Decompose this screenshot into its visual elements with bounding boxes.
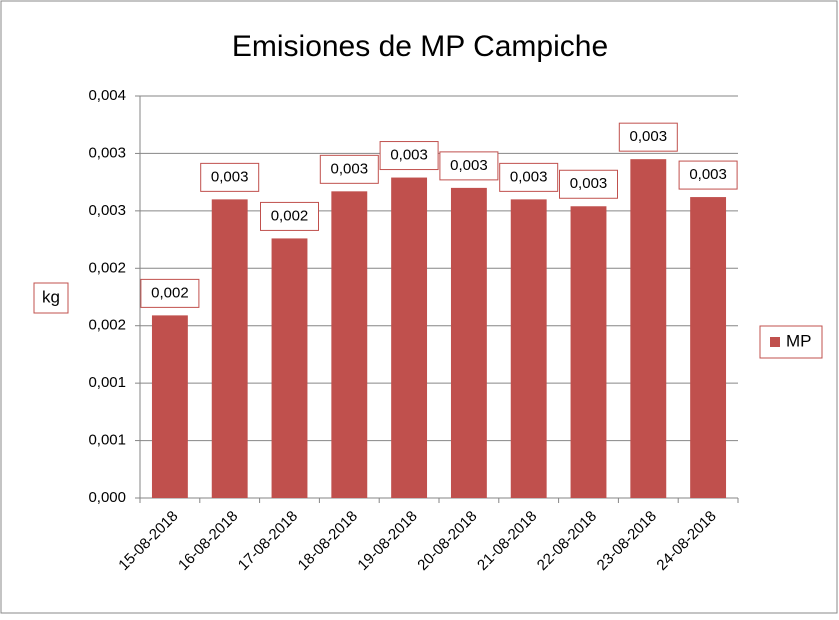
value-label-box bbox=[559, 169, 618, 199]
y-tick-label: 0,001 bbox=[88, 374, 126, 391]
value-label: 0,003 bbox=[630, 128, 668, 145]
bar bbox=[211, 199, 248, 498]
value-label-box bbox=[499, 162, 559, 192]
bar bbox=[331, 191, 368, 498]
value-label: 0,003 bbox=[331, 160, 369, 177]
y-tick-label: 0,003 bbox=[88, 202, 126, 219]
y-axis-label: kg bbox=[42, 287, 60, 306]
value-label: 0,003 bbox=[211, 168, 249, 185]
value-label-box bbox=[260, 201, 319, 231]
value-label: 0,002 bbox=[271, 207, 309, 224]
value-label: 0,003 bbox=[390, 147, 428, 164]
value-label: 0,002 bbox=[151, 284, 189, 301]
value-label-box bbox=[200, 162, 260, 192]
chart-title: Emisiones de MP Campiche bbox=[232, 30, 608, 63]
value-label: 0,003 bbox=[510, 168, 548, 185]
y-tick-label: 0,002 bbox=[88, 317, 126, 334]
bar bbox=[151, 315, 188, 498]
legend-swatch bbox=[770, 337, 780, 347]
value-label-box bbox=[379, 141, 439, 171]
y-tick-label: 0,000 bbox=[88, 489, 126, 506]
value-label: 0,003 bbox=[570, 175, 608, 192]
legend-label: MP bbox=[786, 331, 812, 350]
value-label-box bbox=[618, 122, 678, 152]
bar bbox=[510, 199, 547, 498]
y-tick-label: 0,001 bbox=[88, 432, 126, 449]
y-tick-label: 0,003 bbox=[88, 144, 126, 161]
y-axis-label-box bbox=[33, 282, 69, 314]
y-tick-label: 0,002 bbox=[88, 259, 126, 276]
value-label-box bbox=[140, 278, 200, 308]
bar bbox=[630, 159, 667, 498]
bar bbox=[450, 187, 487, 498]
bar bbox=[570, 206, 607, 498]
value-label-box bbox=[678, 160, 738, 190]
bar bbox=[271, 238, 308, 498]
value-label-box bbox=[319, 154, 379, 184]
bar bbox=[690, 197, 727, 498]
y-tick-label: 0,004 bbox=[88, 87, 126, 104]
value-label: 0,003 bbox=[450, 157, 488, 174]
value-label-box bbox=[439, 151, 499, 181]
bar bbox=[391, 177, 428, 498]
value-label: 0,003 bbox=[689, 166, 727, 183]
